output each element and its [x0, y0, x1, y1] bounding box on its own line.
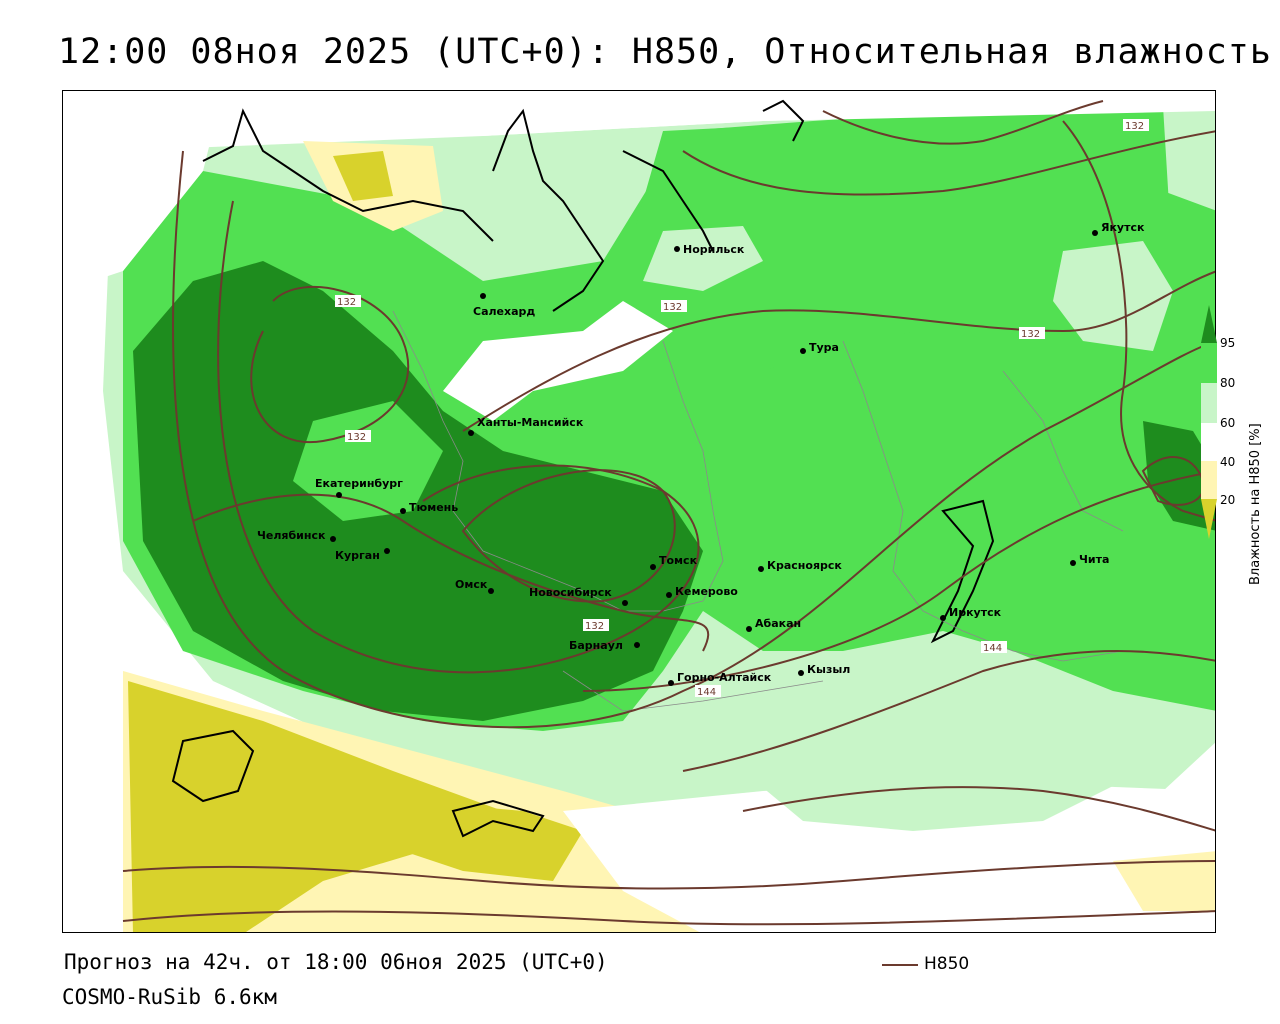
legend-line-swatch: [882, 964, 918, 966]
city-label: Кызыл: [807, 663, 850, 676]
humidity-40-60-region: [443, 301, 673, 421]
colorbar-tick: 95: [1220, 336, 1236, 350]
isoline-labels: 132 132 132 132 132 132 144 144: [335, 119, 1149, 698]
city-marker: [622, 600, 628, 606]
colorbar-20-40: [1201, 461, 1217, 499]
city-label: Якутск: [1101, 221, 1145, 234]
humidity-over95-region: [1143, 421, 1215, 531]
cities: Норильск Салехард Якутск Тура Ханты-Манс…: [257, 221, 1145, 686]
colorbar-under20: [1201, 499, 1217, 539]
isoline-label: 132: [1125, 121, 1144, 132]
city-label: Новосибирск: [529, 586, 612, 599]
humidity-60-80-region: [743, 741, 1123, 831]
humidity-60-80-region: [1053, 241, 1173, 351]
humidity-60-80-region: [643, 226, 763, 291]
city-label: Горно-Алтайск: [677, 671, 772, 684]
city-marker: [634, 642, 640, 648]
humidity-20-40-region: [1113, 851, 1215, 911]
map-area: 132 132 132 132 132 132 144 144 Норильск…: [62, 90, 1216, 933]
humidity-under20-region: [403, 801, 583, 881]
city-marker: [800, 348, 806, 354]
humidity-80-95-region: [533, 106, 1173, 421]
isoline-label: 132: [347, 432, 366, 443]
isoline-label: 132: [585, 621, 604, 632]
city-marker: [384, 548, 390, 554]
city-label: Ханты-Мансийск: [477, 416, 584, 429]
city-marker: [480, 293, 486, 299]
city-marker: [1092, 230, 1098, 236]
city-label: Тюмень: [409, 501, 458, 514]
colorbar-over95: [1201, 305, 1217, 343]
city-label: Омск: [455, 578, 488, 591]
city-marker: [488, 588, 494, 594]
colorbar-40-60: [1201, 423, 1217, 461]
isoline-label: 144: [983, 643, 1002, 654]
city-marker: [1070, 560, 1076, 566]
isoline-label: 132: [663, 302, 682, 313]
city-label: Абакан: [755, 617, 801, 630]
city-marker: [758, 566, 764, 572]
city-marker: [746, 626, 752, 632]
humidity-under20-region: [333, 151, 393, 201]
isoline-label: 132: [1021, 329, 1040, 340]
colorbar-tick: 60: [1220, 416, 1236, 430]
legend-label: H850: [924, 954, 970, 974]
coastlines: [171, 99, 995, 838]
city-label: Чита: [1079, 553, 1109, 566]
model-name: COSMO-RuSib 6.6км: [62, 985, 277, 1009]
colorbar-tick: 40: [1220, 455, 1236, 469]
city-marker: [668, 680, 674, 686]
colorbar-label: Влажность на H850 [%]: [1248, 423, 1263, 585]
city-marker: [400, 508, 406, 514]
colorbar: [1201, 305, 1217, 539]
city-label: Тура: [809, 341, 839, 354]
humidity-80-95-region: [293, 401, 443, 521]
humidity-fill: [63, 91, 1215, 932]
colorbar-tick: 80: [1220, 376, 1236, 390]
city-label: Барнаул: [569, 639, 623, 652]
city-label: Курган: [335, 549, 380, 562]
city-label: Красноярск: [767, 559, 842, 572]
humidity-40-60-region: [63, 91, 223, 291]
isoline-label: 132: [337, 297, 356, 308]
city-marker: [674, 246, 680, 252]
humidity-40-60-region: [63, 651, 123, 932]
colorbar-tick: 20: [1220, 493, 1236, 507]
isoline-label: 144: [697, 687, 716, 698]
h850-isolines: [122, 100, 1215, 926]
colorbar-80-95: [1201, 343, 1217, 383]
city-marker: [336, 492, 342, 498]
city-marker: [468, 430, 474, 436]
city-marker: [798, 670, 804, 676]
map-title: 12:00 08ноя 2025 (UTC+0): H850, Относите…: [58, 32, 1272, 72]
admin-borders: [392, 310, 1124, 712]
humidity-map: 132 132 132 132 132 132 144 144 Норильск…: [63, 91, 1215, 932]
city-label: Кемерово: [675, 585, 738, 598]
city-label: Норильск: [683, 243, 745, 256]
city-label: Челябинск: [257, 529, 326, 542]
humidity-40-60-region: [563, 781, 1215, 932]
humidity-under20-region: [128, 681, 503, 932]
forecast-info: Прогноз на 42ч. от 18:00 06ноя 2025 (UTC…: [64, 950, 608, 974]
city-marker: [650, 564, 656, 570]
city-marker: [330, 536, 336, 542]
city-marker: [940, 615, 946, 621]
city-label: Иркутск: [949, 606, 1002, 619]
city-label: Екатеринбург: [315, 477, 403, 490]
city-label: Салехард: [473, 305, 535, 318]
city-label: Томск: [659, 554, 698, 567]
city-marker: [666, 592, 672, 598]
colorbar-60-80: [1201, 383, 1217, 423]
